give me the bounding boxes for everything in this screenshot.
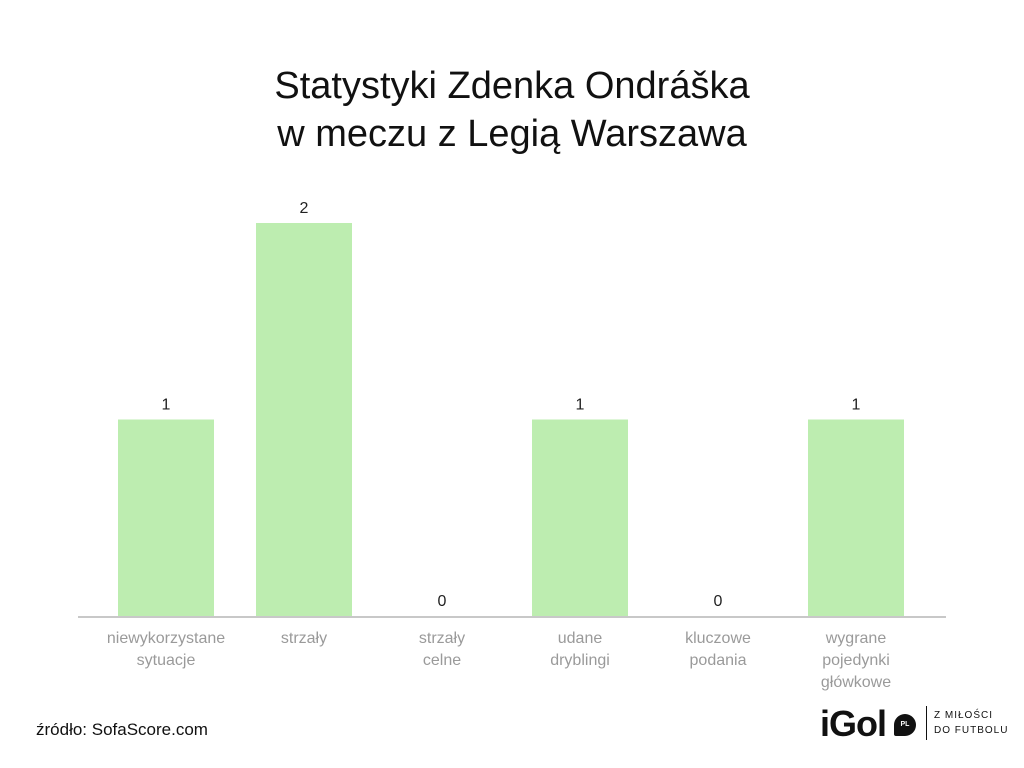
chart-title: Statystyki Zdenka Ondráška w meczu z Leg…	[0, 62, 1024, 158]
bar-5	[808, 419, 904, 616]
chart-title-line-2: w meczu z Legią Warszawa	[277, 113, 747, 155]
data-label-5: 1	[852, 397, 861, 414]
data-label-0: 1	[162, 397, 171, 414]
category-label-0: niewykorzystane sytuacje	[106, 630, 226, 669]
data-label-1: 2	[300, 200, 309, 217]
logo-divider	[926, 706, 927, 740]
category-label-1: strzały	[280, 630, 328, 647]
category-label-4: kluczowe podania	[685, 630, 751, 669]
bar-0	[118, 419, 214, 616]
chart-title-line-1: Statystyki Zdenka Ondráška	[274, 65, 750, 107]
category-label-3: udane dryblingi	[550, 630, 610, 669]
logo-badge: PL	[894, 714, 916, 736]
logo-wordmark: iGol	[820, 703, 887, 744]
logo-tagline: Z MIŁOŚCI DO FUTBOLU	[934, 708, 1008, 738]
logo-tagline-line-1: Z MIŁOŚCI	[934, 710, 994, 721]
data-label-3: 1	[576, 397, 585, 414]
data-label-4: 0	[714, 593, 723, 610]
bar-3	[532, 419, 628, 616]
category-label-5: wygrane pojedynki główkowe	[820, 630, 892, 691]
source-note: źródło: SofaScore.com	[36, 720, 208, 739]
category-label-2: strzały celne	[418, 630, 466, 669]
bar-1	[256, 223, 352, 616]
data-label-2: 0	[438, 593, 447, 610]
igol-logo: iGol PL Z MIŁOŚCI DO FUTBOLU	[820, 700, 1010, 750]
logo-tagline-line-2: DO FUTBOLU	[934, 725, 1009, 736]
